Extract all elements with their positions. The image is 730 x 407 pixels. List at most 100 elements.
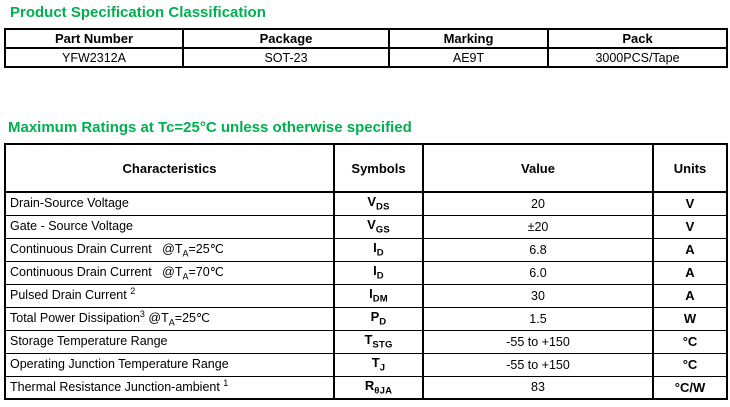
maximum-ratings-table: Characteristics Symbols Value Units Drai…	[4, 143, 728, 400]
characteristic-cell: Gate - Source Voltage	[4, 214, 335, 239]
characteristic-cell: Thermal Resistance Junction-ambient 1	[4, 375, 335, 400]
column-header-value: Value	[422, 143, 654, 193]
symbol-cell: RθJA	[333, 375, 424, 400]
char-text: Continuous Drain Current @T	[10, 265, 183, 280]
symbol-base: I	[369, 286, 373, 302]
char-text: @T	[144, 311, 169, 326]
char-superscript: 3	[139, 309, 145, 320]
symbol-subscript: STG	[372, 339, 393, 351]
characteristic-cell: Total Power Dissipation3 @TA=25℃	[4, 306, 335, 331]
symbol-cell: ID	[333, 260, 424, 285]
symbol-cell: VGS	[333, 214, 424, 239]
char-text: Pulsed Drain Current	[10, 288, 131, 303]
char-text: =25℃	[174, 311, 211, 326]
ratings-table-header-row: Characteristics Symbols Value Units	[4, 143, 728, 193]
table-row: Storage Temperature Range TSTG -55 to +1…	[4, 329, 728, 354]
table-row: Gate - Source Voltage VGS ±20 V	[4, 214, 728, 239]
unit-cell: A	[652, 283, 728, 308]
symbol-subscript: D	[376, 270, 384, 282]
symbol-subscript: D	[379, 316, 387, 328]
char-subscript: A	[182, 248, 189, 259]
table-row: Total Power Dissipation3 @TA=25℃ PD 1.5 …	[4, 306, 728, 331]
char-text: Drain-Source Voltage	[10, 196, 129, 211]
char-text: Gate - Source Voltage	[10, 219, 133, 234]
characteristic-cell: Storage Temperature Range	[4, 329, 335, 354]
unit-cell: °C	[652, 352, 728, 377]
symbol-cell: IDM	[333, 283, 424, 308]
column-header-symbols: Symbols	[333, 143, 424, 193]
value-cell: 6.8	[422, 237, 654, 262]
symbol-cell: TJ	[333, 352, 424, 377]
column-header-package: Package	[182, 28, 390, 49]
unit-cell: W	[652, 306, 728, 331]
value-cell: -55 to +150	[422, 352, 654, 377]
characteristic-cell: Drain-Source Voltage	[4, 191, 335, 216]
characteristic-cell: Continuous Drain Current @TA=70℃	[4, 260, 335, 285]
symbol-base: P	[370, 309, 380, 325]
package-value: SOT-23	[182, 47, 390, 68]
symbol-base: T	[364, 332, 373, 348]
value-cell: 6.0	[422, 260, 654, 285]
unit-cell: A	[652, 260, 728, 285]
table-row: Operating Junction Temperature Range TJ …	[4, 352, 728, 377]
value-cell: 20	[422, 191, 654, 216]
marking-value: AE9T	[388, 47, 549, 68]
unit-cell: °C	[652, 329, 728, 354]
part-number-value: YFW2312A	[4, 47, 184, 68]
symbol-cell: VDS	[333, 191, 424, 216]
symbol-cell: ID	[333, 237, 424, 262]
symbol-base: V	[367, 194, 377, 210]
char-superscript: 1	[223, 377, 229, 388]
characteristic-cell: Operating Junction Temperature Range	[4, 352, 335, 377]
char-superscript: 2	[130, 286, 136, 297]
char-text: Total Power Dissipation	[10, 311, 140, 326]
symbol-subscript: DS	[376, 202, 390, 214]
table-row: Drain-Source Voltage VDS 20 V	[4, 191, 728, 216]
spec-table-data-row: YFW2312A SOT-23 AE9T 3000PCS/Tape	[4, 47, 728, 68]
value-cell: -55 to +150	[422, 329, 654, 354]
column-header-characteristics: Characteristics	[4, 143, 335, 193]
symbol-base: V	[367, 217, 376, 233]
table-row: Continuous Drain Current @TA=70℃ ID 6.0 …	[4, 260, 728, 285]
pack-value: 3000PCS/Tape	[547, 47, 728, 68]
symbol-cell: TSTG	[333, 329, 424, 354]
char-text: =70℃	[188, 265, 224, 280]
characteristic-cell: Pulsed Drain Current 2	[4, 283, 335, 308]
unit-cell: V	[652, 214, 728, 239]
product-spec-table: Part Number Package Marking Pack YFW2312…	[4, 28, 728, 68]
value-cell: 1.5	[422, 306, 654, 331]
char-text: Continuous Drain Current @T	[10, 242, 183, 257]
char-subscript: A	[182, 271, 189, 282]
table-row: Continuous Drain Current @TA=25℃ ID 6.8 …	[4, 237, 728, 262]
unit-cell: °C/W	[652, 375, 728, 400]
column-header-units: Units	[652, 143, 728, 193]
symbol-subscript: J	[379, 362, 386, 374]
column-header-part-number: Part Number	[4, 28, 184, 49]
char-text: Operating Junction Temperature Range	[10, 357, 229, 372]
table-row: Pulsed Drain Current 2 IDM 30 A	[4, 283, 728, 308]
section-title-product-spec-classification: Product Specification Classification	[10, 4, 266, 21]
spec-table-header-row: Part Number Package Marking Pack	[4, 28, 728, 49]
symbol-base: R	[364, 377, 375, 393]
char-text: Storage Temperature Range	[10, 334, 168, 349]
section-title-maximum-ratings: Maximum Ratings at Tc=25°C unless otherw…	[8, 119, 412, 136]
char-subscript: A	[168, 317, 175, 328]
char-text: Thermal Resistance Junction-ambient	[10, 380, 224, 395]
symbol-subscript: GS	[375, 224, 390, 236]
table-row: Thermal Resistance Junction-ambient 1 Rθ…	[4, 375, 728, 400]
symbol-base: I	[373, 263, 377, 279]
value-cell: ±20	[422, 214, 654, 239]
symbol-subscript: θJA	[374, 385, 393, 397]
symbol-cell: PD	[333, 306, 424, 331]
char-text: =25℃	[188, 242, 224, 257]
unit-cell: A	[652, 237, 728, 262]
symbol-subscript: D	[376, 247, 384, 259]
symbol-base: I	[373, 240, 377, 256]
value-cell: 83	[422, 375, 654, 400]
column-header-marking: Marking	[388, 28, 549, 49]
column-header-pack: Pack	[547, 28, 728, 49]
symbol-base: T	[371, 355, 380, 371]
symbol-subscript: DM	[372, 293, 388, 305]
characteristic-cell: Continuous Drain Current @TA=25℃	[4, 237, 335, 262]
